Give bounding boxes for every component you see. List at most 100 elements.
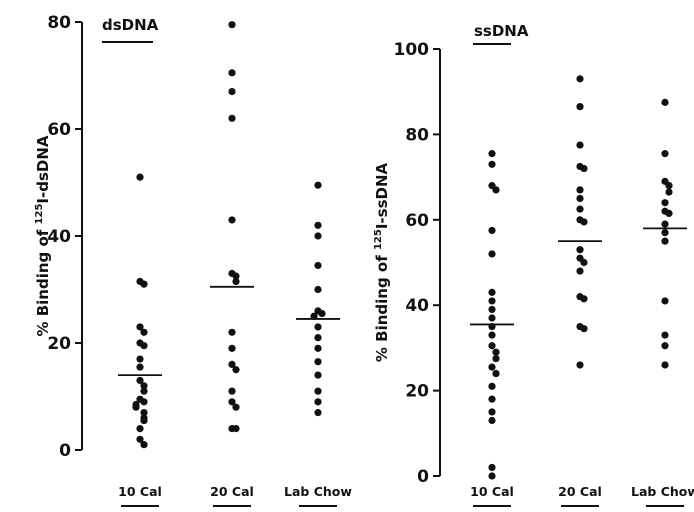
data-point	[488, 408, 496, 416]
data-point	[140, 387, 148, 395]
data-point	[228, 328, 236, 336]
data-point	[232, 425, 240, 433]
data-point	[140, 280, 148, 288]
data-point	[228, 344, 236, 352]
data-point	[488, 160, 496, 168]
y-tick-label: 80	[405, 125, 429, 145]
data-point	[488, 288, 496, 296]
data-point	[140, 342, 148, 350]
data-point	[314, 371, 322, 379]
data-point	[576, 267, 584, 275]
data-point	[314, 232, 322, 240]
data-point	[132, 403, 140, 411]
data-point	[228, 216, 236, 224]
data-point	[661, 237, 669, 245]
data-point	[232, 272, 240, 280]
data-point	[576, 103, 584, 111]
y-tick-label: 0	[59, 441, 71, 461]
data-point	[314, 323, 322, 331]
data-point	[665, 182, 673, 190]
data-point	[314, 261, 322, 270]
data-point	[136, 425, 144, 433]
data-point	[665, 188, 673, 196]
data-point	[136, 173, 144, 181]
y-tick-label: 0	[417, 467, 429, 487]
data-point	[661, 331, 669, 339]
data-point	[232, 403, 240, 411]
data-point	[140, 398, 148, 406]
data-point	[580, 218, 588, 226]
y-tick-label: 20	[405, 382, 429, 402]
data-point	[576, 246, 584, 254]
data-point	[488, 297, 496, 305]
data-point	[140, 416, 148, 425]
data-point	[228, 360, 236, 368]
data-point	[140, 441, 148, 449]
data-point	[580, 258, 588, 267]
y-tick-label: 100	[394, 40, 430, 60]
data-point	[488, 331, 496, 339]
data-point	[314, 358, 322, 366]
y-tick-label: 20	[47, 334, 71, 354]
data-point	[314, 221, 322, 229]
data-point	[661, 150, 669, 158]
data-point	[314, 387, 322, 395]
data-point	[661, 297, 669, 305]
data-point	[136, 363, 144, 371]
data-point	[488, 322, 496, 331]
data-point	[136, 376, 144, 385]
data-point	[140, 382, 148, 390]
panel-dsdna: 0 20 40 60 80 dsDNA % Binding of 125I-dsDNA 10 …	[34, 13, 352, 507]
data-point	[580, 164, 588, 173]
data-point	[314, 334, 322, 342]
data-point	[492, 354, 500, 363]
category-label: 20 Cal	[558, 484, 602, 499]
data-point	[228, 87, 236, 96]
data-point	[232, 366, 240, 374]
data-point	[136, 323, 144, 331]
category-label: Lab Chow	[631, 484, 694, 499]
data-point	[661, 98, 669, 106]
data-point	[661, 220, 669, 228]
data-point	[661, 229, 669, 237]
data-point	[488, 382, 496, 390]
data-point	[140, 328, 148, 336]
data-point	[661, 361, 669, 369]
category-label: 20 Cal	[210, 484, 254, 499]
data-point	[488, 363, 496, 371]
data-point	[314, 408, 322, 417]
data-point	[228, 21, 236, 29]
data-point	[314, 181, 322, 189]
data-point	[228, 69, 236, 77]
data-point	[136, 355, 144, 363]
data-point	[488, 472, 496, 480]
data-point	[492, 186, 500, 194]
data-point	[576, 205, 584, 213]
panel-title: dsDNA	[102, 16, 159, 34]
data-point	[228, 398, 236, 406]
data-point	[488, 463, 496, 472]
data-point	[576, 141, 584, 149]
data-point	[232, 277, 240, 286]
data-point	[228, 114, 236, 122]
data-point	[488, 416, 496, 425]
data-point	[488, 305, 496, 314]
panel-ssdna: 0 20 40 60 80 100 ssDNA % Binding of 125I-ssDNA…	[373, 22, 694, 507]
data-point	[488, 395, 496, 403]
data-point	[314, 398, 322, 406]
data-point	[488, 226, 496, 235]
data-point	[310, 312, 318, 320]
data-point	[492, 348, 500, 356]
category-label: 10 Cal	[470, 484, 514, 499]
data-point	[488, 250, 496, 258]
category-label: 10 Cal	[118, 484, 162, 499]
data-point	[140, 408, 148, 417]
y-tick-label: 60	[47, 120, 71, 140]
data-point	[488, 342, 496, 350]
data-point	[488, 314, 496, 322]
data-point	[576, 194, 584, 203]
data-point	[576, 361, 584, 369]
data-point	[576, 186, 584, 194]
data-point	[314, 285, 322, 294]
